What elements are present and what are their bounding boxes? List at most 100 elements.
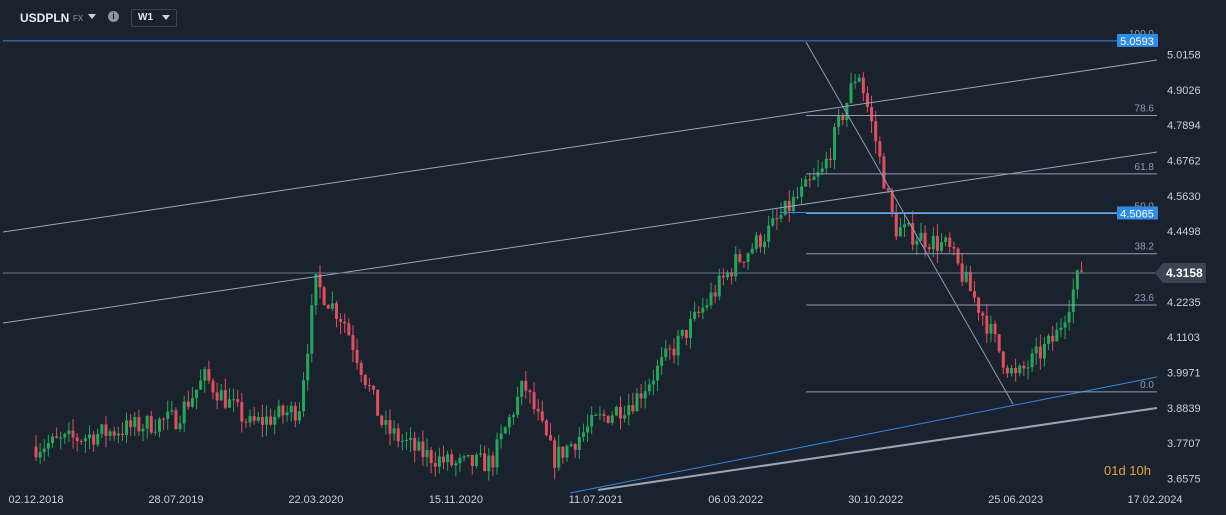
y-tick-label: 5.0158 <box>1167 50 1201 62</box>
candle-body <box>223 390 227 408</box>
candle-body <box>804 179 808 187</box>
candle-body <box>421 441 425 458</box>
info-icon[interactable]: i <box>108 11 119 22</box>
candle-body <box>133 417 137 428</box>
candle-body <box>944 237 948 243</box>
candle-body <box>771 218 775 226</box>
candle-body <box>927 247 931 250</box>
candle-body <box>310 305 314 354</box>
current-price-label: 4.3158 <box>1166 266 1203 280</box>
candle-body <box>79 441 83 443</box>
candle-body <box>783 200 787 215</box>
candle-body <box>1047 335 1051 344</box>
x-tick-label: 25.06.2023 <box>988 494 1043 506</box>
candle-body <box>709 292 713 306</box>
candle-body <box>738 254 742 262</box>
candle-body <box>837 115 841 128</box>
candle-body <box>125 420 129 435</box>
candle-body <box>874 121 878 142</box>
candle-body <box>347 323 351 336</box>
x-tick-label: 02.12.2018 <box>8 494 63 506</box>
candle-body <box>767 225 771 242</box>
symbol-label[interactable]: USDPLN <box>20 11 70 25</box>
candle-body <box>651 380 655 385</box>
candle-body <box>553 440 557 468</box>
candle-body <box>573 444 577 450</box>
candle-body <box>820 168 824 173</box>
candle-body <box>1075 270 1079 290</box>
price-tag <box>1117 33 1158 47</box>
candle-body <box>306 353 310 381</box>
candle-body <box>129 420 133 428</box>
candle-body <box>162 418 166 420</box>
timeframe-select[interactable]: W1 <box>131 9 177 27</box>
candle-body <box>384 420 388 425</box>
candle-body <box>882 156 886 189</box>
candle-body <box>42 448 46 453</box>
candle-body <box>791 197 795 212</box>
candle-body <box>721 275 725 278</box>
candle-body <box>67 430 71 435</box>
y-tick-label: 3.7707 <box>1167 438 1201 450</box>
candle-body <box>614 406 618 416</box>
candle-body <box>55 436 59 438</box>
candle-body <box>800 186 804 197</box>
candle-body <box>824 158 828 169</box>
candle-body <box>330 303 334 309</box>
y-tick-label: 3.6575 <box>1167 474 1201 486</box>
candle-body <box>232 399 236 401</box>
candle-body <box>170 410 174 412</box>
candle-body <box>853 81 857 84</box>
candle-body <box>433 463 437 467</box>
candle-body <box>458 457 462 464</box>
candle-body <box>1030 353 1034 368</box>
candle-body <box>450 454 454 466</box>
candle-body <box>297 411 301 421</box>
x-tick-label: 22.03.2020 <box>288 494 343 506</box>
candle-body <box>400 440 404 442</box>
candle-body <box>96 433 100 445</box>
candle-body <box>75 437 79 442</box>
y-tick-label: 4.9026 <box>1167 85 1201 97</box>
candle-body <box>1034 346 1038 354</box>
candle-body <box>318 274 322 288</box>
candle-body <box>372 385 376 390</box>
candle-body <box>1010 368 1014 374</box>
candle-body <box>972 291 976 298</box>
candle-body <box>688 318 692 338</box>
candle-body <box>520 380 524 397</box>
candle-body <box>203 369 207 381</box>
candle-body <box>511 415 515 418</box>
candle-body <box>1022 365 1026 369</box>
candle-body <box>828 158 832 160</box>
candle-body <box>948 237 952 247</box>
candle-body <box>495 439 499 468</box>
candle-body <box>717 275 721 297</box>
candle-body <box>911 223 915 245</box>
candle-body <box>586 426 590 433</box>
candle-body <box>845 102 849 121</box>
candle-body <box>404 439 408 441</box>
candle-body <box>919 232 923 241</box>
candle-body <box>483 453 487 472</box>
candle-body <box>857 77 861 82</box>
candle-body <box>865 93 869 107</box>
candle-body <box>742 261 746 263</box>
candle-body <box>487 455 491 472</box>
candle-body <box>359 363 363 375</box>
candle-body <box>886 188 890 191</box>
symbol-dropdown-icon[interactable] <box>88 14 96 19</box>
candle-body <box>997 334 1001 352</box>
candle-body <box>730 272 734 277</box>
candle-body <box>849 83 853 103</box>
candle-body <box>355 350 359 364</box>
candle-countdown: 01d 10h <box>1104 463 1151 478</box>
candle-body <box>565 446 569 458</box>
candle-body <box>215 392 219 401</box>
candle-body <box>915 240 919 245</box>
candle-body <box>289 405 293 413</box>
y-tick-label: 4.5630 <box>1167 191 1201 203</box>
candle-body <box>392 428 396 434</box>
candle-body <box>524 380 528 391</box>
